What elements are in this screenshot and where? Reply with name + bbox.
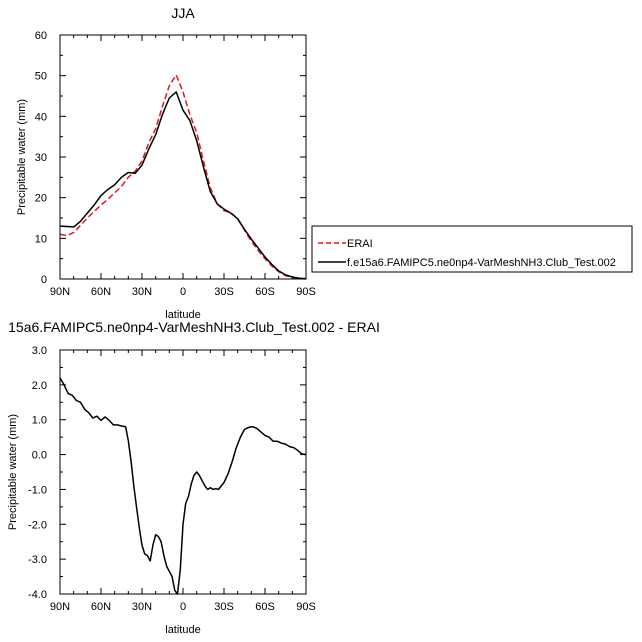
chart-bottom: 15a6.FAMIPC5.ne0np4-VarMeshNH3.Club_Test… — [7, 319, 380, 636]
chart-top-xtick-label: 0 — [180, 286, 186, 298]
chart-top-ytick-label: 10 — [35, 233, 47, 245]
chart-bottom-ytick-label: -1.0 — [28, 484, 47, 496]
chart-bottom-title: 15a6.FAMIPC5.ne0np4-VarMeshNH3.Club_Test… — [8, 319, 380, 335]
chart-bottom-ticks: 90N 60N 30N 0 30S 60S 90S 3.0 2.0 1.0 0.0 -1.0 -2.0 -… — [28, 345, 316, 613]
chart-top-xtick-label: 90N — [50, 286, 70, 298]
chart-bottom-frame — [59, 349, 307, 595]
chart-top-series — [59, 74, 307, 280]
chart-bottom-series — [59, 377, 307, 595]
chart-bottom-ylabel: Precipitable water (mm) — [7, 414, 19, 530]
chart-bottom-xtick-label: 90N — [50, 601, 70, 613]
chart-bottom-ytick-label: -3.0 — [28, 554, 47, 566]
chart-top-frame — [59, 34, 307, 280]
chart-top: JJA 90N 60N 30N 0 30S 60S 90S 0 10 20 30 40 50 60 lat… — [16, 5, 316, 321]
chart-top-xtick-label: 60S — [255, 286, 275, 298]
chart-bottom-ytick-label: 2.0 — [32, 380, 47, 392]
chart-top-xtick-label: 30S — [214, 286, 234, 298]
chart-bottom-ytick-label: 0.0 — [32, 450, 47, 462]
chart-top-ticks: 90N 60N 30N 0 30S 60S 90S 0 10 20 30 40 50 60 — [35, 30, 316, 298]
chart-top-title: JJA — [171, 5, 195, 21]
chart-top-xtick-label: 90S — [296, 286, 316, 298]
chart-bottom-xtick-label: 0 — [180, 601, 186, 613]
chart-top-ylabel: Precipitable water (mm) — [16, 99, 28, 215]
chart-bottom-xtick-label: 30S — [214, 601, 234, 613]
legend-box — [311, 225, 633, 273]
chart-top-ytick-label: 30 — [35, 152, 47, 164]
chart-top-ytick-label: 50 — [35, 71, 47, 83]
chart-bottom-ytick-label: 3.0 — [32, 345, 47, 357]
chart-bottom-xtick-label: 60S — [255, 601, 275, 613]
legend-label-model: f.e15a6.FAMIPC5.ne0np4-VarMeshNH3.Club_T… — [347, 257, 616, 269]
chart-bottom-ytick-label: -4.0 — [28, 589, 47, 601]
chart-top-xlabel: latitude — [165, 309, 200, 321]
chart-bottom-xtick-label: 30N — [132, 601, 152, 613]
chart-top-ytick-label: 40 — [35, 111, 47, 123]
chart-top-ytick-label: 60 — [35, 30, 47, 42]
chart-top-ytick-label: 20 — [35, 193, 47, 205]
chart-top-series-line-1 — [59, 91, 307, 280]
chart-bottom-series-line-0 — [59, 377, 307, 595]
chart-bottom-ytick-label: 1.0 — [32, 415, 47, 427]
chart-bottom-ytick-label: -2.0 — [28, 519, 47, 531]
chart-bottom-xtick-label: 90S — [296, 601, 316, 613]
chart-top-series-line-0 — [59, 74, 307, 280]
chart-bottom-xtick-label: 60N — [91, 601, 111, 613]
chart-bottom-xlabel: latitude — [165, 624, 200, 636]
chart-top-ytick-label: 0 — [41, 274, 47, 286]
chart-top-xtick-label: 30N — [132, 286, 152, 298]
legend: ERAI f.e15a6.FAMIPC5.ne0np4-VarMeshNH3.C… — [311, 225, 633, 273]
chart-top-xtick-label: 60N — [91, 286, 111, 298]
legend-label-erai: ERAI — [347, 238, 373, 250]
